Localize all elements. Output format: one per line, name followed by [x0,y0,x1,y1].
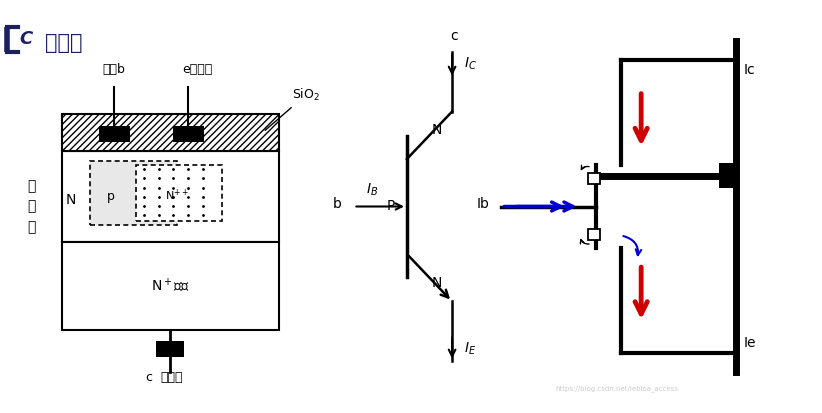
Text: N$^{++}$: N$^{++}$ [164,188,189,203]
Text: c: c [145,371,152,385]
Text: N: N [66,193,76,207]
Bar [136,165,222,221]
Text: e发射极: e发射极 [182,64,212,76]
Text: 平
面
管: 平 面 管 [27,179,35,234]
Bar [62,151,279,242]
Text: N: N [432,123,442,137]
Text: Ib: Ib [476,197,489,211]
Text: 集电极: 集电极 [160,371,182,385]
Text: p: p [107,190,115,203]
Text: b: b [332,197,341,211]
Text: 基极b: 基极b [103,64,126,76]
Text: 圣禾堂: 圣禾堂 [45,33,83,53]
Text: Ie: Ie [744,336,756,350]
Text: SiO$_2$: SiO$_2$ [266,87,320,131]
Text: Ic: Ic [744,63,755,77]
Bar [62,242,279,330]
Bar [588,229,600,240]
Text: $I_B$: $I_B$ [366,182,378,198]
Bar [156,341,184,357]
Text: N: N [432,276,442,290]
Text: C: C [20,30,33,48]
Bar [173,126,204,142]
Bar [719,163,736,188]
Text: https://blog.csdn.net/iebloa_access: https://blog.csdn.net/iebloa_access [555,385,678,392]
Text: N$^+$型硅: N$^+$型硅 [150,277,190,295]
Bar [588,173,600,184]
Text: c: c [450,29,458,43]
Bar [62,114,279,151]
Text: $I_C$: $I_C$ [464,56,478,72]
Bar [99,126,130,142]
Text: $I_E$: $I_E$ [464,341,477,357]
Text: P: P [386,199,395,214]
Bar [90,161,177,225]
